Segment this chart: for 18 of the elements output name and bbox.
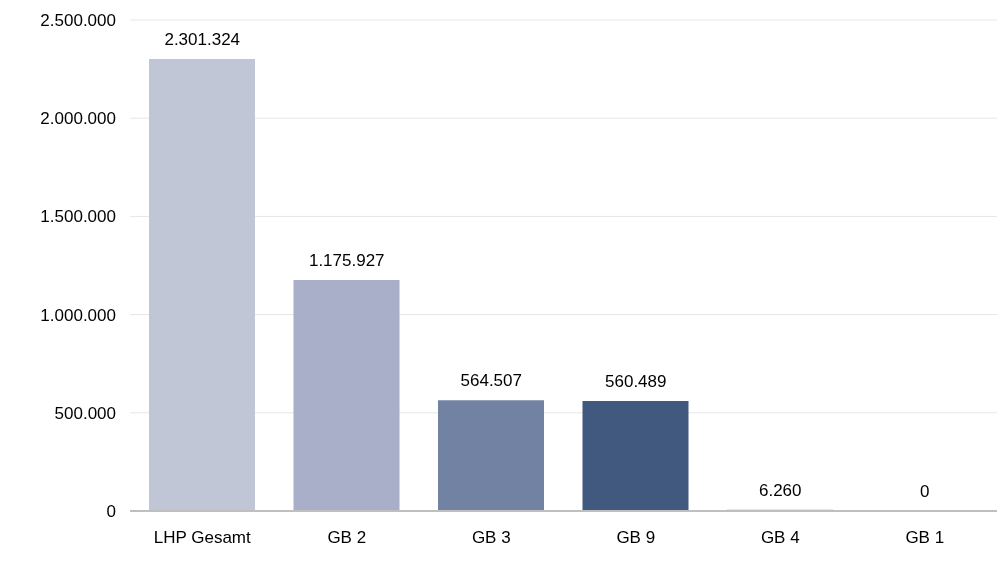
data-label: 0	[920, 482, 930, 501]
y-tick-label: 1.500.000	[40, 207, 116, 227]
x-tick-label: GB 3	[471, 528, 511, 548]
x-tick-label: GB 9	[616, 528, 656, 548]
x-tick-label: GB 4	[760, 528, 800, 548]
x-tick-label: GB 2	[327, 528, 367, 548]
data-label: 2.301.324	[164, 30, 241, 50]
data-label: 564.507	[460, 371, 522, 391]
data-label: 560.489	[605, 371, 667, 391]
y-tick-label: 1.000.000	[40, 305, 116, 325]
y-tick-label: 2.500.000	[40, 11, 116, 31]
data-label: 1.175.927	[308, 251, 385, 271]
y-tick-label: 2.000.000	[40, 109, 116, 129]
x-tick-label: GB 1	[905, 528, 945, 548]
y-tick-label: 0	[106, 502, 116, 522]
data-label: 6.260	[758, 480, 802, 500]
y-tick-label: 500.000	[54, 403, 116, 423]
x-tick-label: LHP Gesamt	[153, 528, 252, 548]
